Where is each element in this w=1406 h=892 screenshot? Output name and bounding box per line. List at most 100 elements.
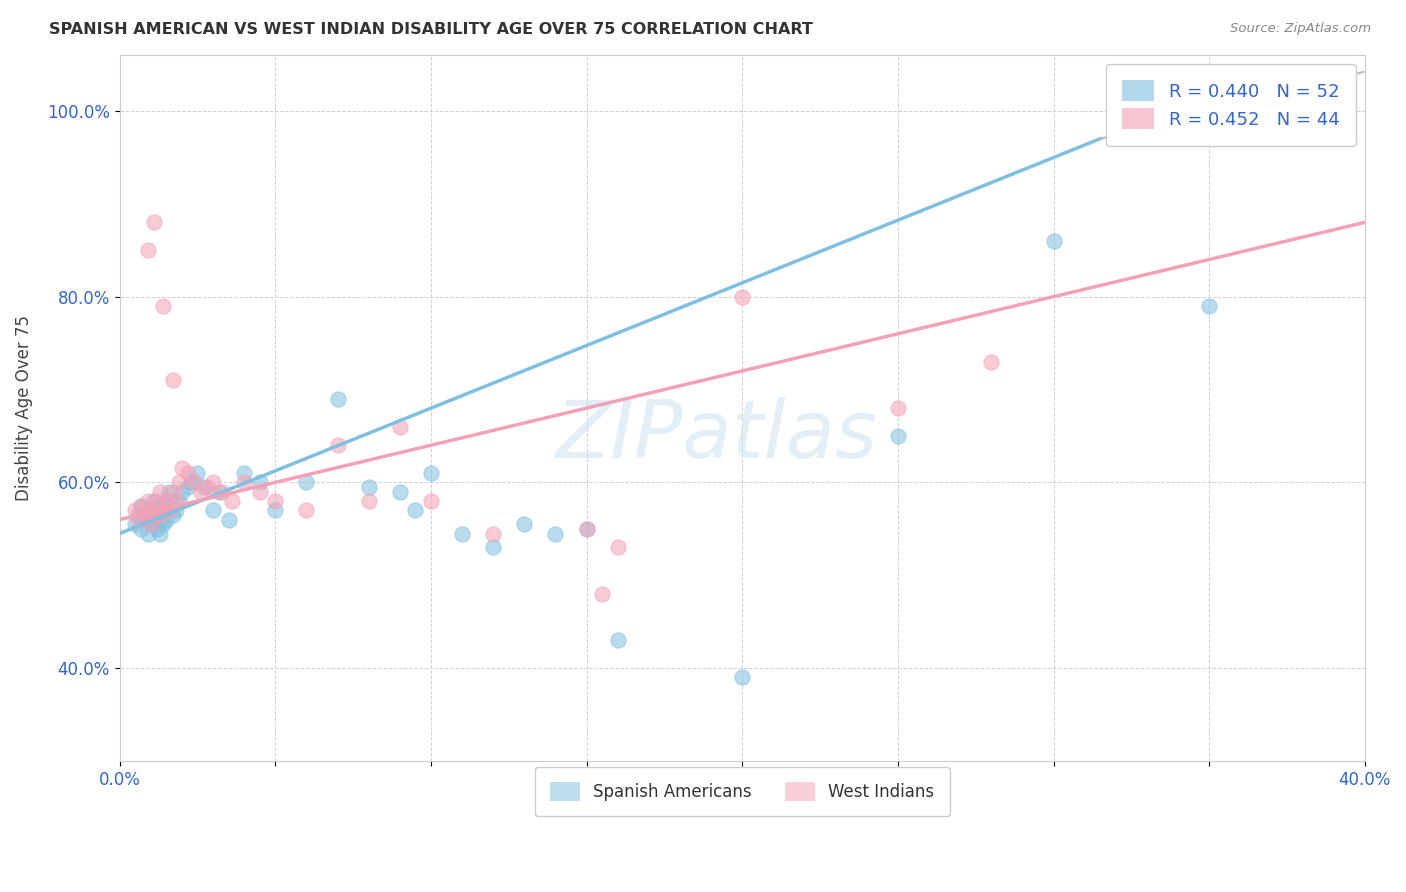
Point (146, 508, 169, 522)
Point (183, 475, 205, 490)
Point (139, 503, 162, 517)
Point (170, 484, 193, 499)
Point (731, 671, 754, 685)
Point (167, 494, 190, 508)
Y-axis label: Disability Age Over 75: Disability Age Over 75 (15, 315, 32, 501)
Point (155, 499, 177, 513)
Text: Source: ZipAtlas.com: Source: ZipAtlas.com (1230, 22, 1371, 36)
Point (157, 484, 180, 499)
Point (211, 484, 233, 499)
Point (264, 503, 287, 517)
Point (149, 512, 172, 526)
Point (136, 526, 159, 541)
Point (193, 480, 215, 494)
Point (146, 522, 169, 536)
Point (155, 494, 177, 508)
Point (190, 484, 212, 499)
Point (980, 354, 1002, 368)
Text: ZIPatlas: ZIPatlas (557, 397, 879, 475)
Point (136, 243, 159, 257)
Point (162, 373, 184, 387)
Point (162, 484, 184, 499)
Point (152, 503, 174, 517)
Point (388, 419, 411, 434)
Point (544, 526, 567, 541)
Point (195, 480, 218, 494)
Point (233, 475, 256, 490)
Point (482, 541, 505, 555)
Point (295, 475, 318, 490)
Point (357, 480, 380, 494)
Point (388, 484, 411, 499)
Point (134, 508, 156, 522)
Point (136, 503, 159, 517)
Point (221, 494, 243, 508)
Point (165, 494, 187, 508)
Point (127, 508, 149, 522)
Point (482, 526, 505, 541)
Point (1198, 299, 1220, 313)
Point (157, 503, 180, 517)
Point (419, 494, 441, 508)
Point (162, 508, 184, 522)
Point (157, 494, 180, 508)
Point (127, 512, 149, 526)
Point (887, 429, 910, 443)
Point (149, 508, 172, 522)
Point (139, 517, 162, 532)
Point (136, 494, 159, 508)
Point (1042, 234, 1064, 248)
Point (139, 503, 162, 517)
Point (180, 475, 202, 490)
Point (326, 438, 349, 452)
Point (146, 494, 169, 508)
Point (513, 517, 536, 532)
Point (419, 466, 441, 480)
Point (201, 503, 224, 517)
Point (264, 494, 287, 508)
Point (149, 499, 172, 513)
Point (139, 517, 162, 532)
Point (152, 299, 174, 313)
Point (606, 633, 628, 648)
Point (142, 494, 165, 508)
Point (134, 512, 156, 526)
Point (295, 503, 318, 517)
Point (177, 480, 200, 494)
Point (186, 466, 208, 480)
Point (170, 461, 193, 475)
Point (606, 541, 628, 555)
Point (233, 466, 256, 480)
Legend: Spanish Americans, West Indians: Spanish Americans, West Indians (534, 767, 949, 816)
Point (249, 475, 271, 490)
Point (249, 484, 271, 499)
Point (201, 475, 224, 490)
Point (451, 526, 474, 541)
Point (149, 526, 172, 541)
Point (887, 401, 910, 416)
Point (152, 517, 174, 532)
Point (124, 503, 146, 517)
Point (165, 503, 187, 517)
Point (142, 215, 165, 229)
Point (177, 466, 200, 480)
Point (131, 499, 153, 513)
Point (591, 587, 613, 601)
Point (208, 484, 231, 499)
Point (575, 522, 598, 536)
Point (326, 392, 349, 406)
Point (142, 512, 165, 526)
Point (142, 508, 165, 522)
Text: SPANISH AMERICAN VS WEST INDIAN DISABILITY AGE OVER 75 CORRELATION CHART: SPANISH AMERICAN VS WEST INDIAN DISABILI… (49, 22, 813, 37)
Point (167, 475, 190, 490)
Point (131, 499, 153, 513)
Point (124, 517, 146, 532)
Point (131, 522, 153, 536)
Point (404, 503, 426, 517)
Point (357, 494, 380, 508)
Point (575, 522, 598, 536)
Point (152, 503, 174, 517)
Point (731, 290, 754, 304)
Point (218, 512, 240, 526)
Point (155, 512, 177, 526)
